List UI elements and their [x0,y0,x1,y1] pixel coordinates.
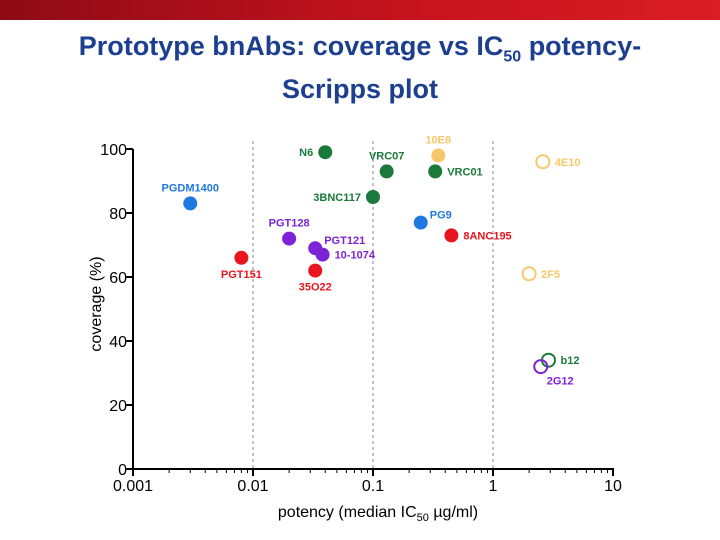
y-tick-label: 100 [100,142,127,159]
data-point-4e10 [535,154,551,170]
data-point-n6 [318,145,333,160]
data-point-8anc195 [444,228,459,243]
data-point-10-1074 [315,247,330,262]
data-label-10e8: 10E8 [425,134,451,146]
y-axis-label: coverage (%) [88,256,105,351]
y-tick-label: 0 [118,462,127,479]
data-label-35o22: 35O22 [299,282,332,294]
data-label-n6: N6 [299,147,313,159]
x-axis-label: potency (median IC50 µg/ml) [278,504,478,524]
x-tick-label: 1 [489,478,498,495]
y-tick-label: 60 [109,270,127,287]
y-tick-label: 20 [109,398,127,415]
title-line1-b: potency- [521,31,642,61]
data-label-b12: b12 [560,355,579,367]
data-label-3bnc117: 3BNC117 [313,192,361,204]
data-label-pgt151: PGT151 [221,269,262,281]
title-line1-a: Prototype bnAbs: coverage vs IC [78,31,504,61]
data-label-pgdm1400: PGDM1400 [162,182,219,194]
data-label-vrc01: VRC01 [447,166,482,178]
data-label-2f5: 2F5 [541,269,560,281]
data-label-pg9: PG9 [430,210,452,222]
x-axis-label-a: potency (median IC [278,504,417,521]
data-point-pgt128 [282,231,297,246]
data-point-pg9 [413,215,428,230]
x-axis-label-b: µg/ml) [429,504,478,521]
labels-layer: N6 VRC07 VRC01 3BNC117 PGDM1400 PG9 PGT128 PGT1… [162,134,581,387]
data-point-2g12 [533,359,549,375]
data-label-2g12: 2G12 [547,376,574,388]
title-subscript: 50 [503,48,522,66]
data-label-pgt121: PGT121 [324,235,365,247]
data-point-10e8 [431,148,446,163]
data-label-vrc07: VRC07 [369,150,404,162]
title-line2: Scripps plot [281,74,438,105]
x-tick-label: 0.01 [237,478,268,495]
data-point-vrc07 [379,164,394,179]
data-label-8anc195: 8ANC195 [463,230,511,242]
data-point-35o22 [308,263,323,278]
data-label-4e10: 4E10 [555,157,581,169]
data-point-vrc01 [428,164,443,179]
data-label-pgt128: PGT128 [269,218,310,230]
data-point-3bnc117 [366,190,380,204]
data-point-pgdm1400 [183,196,198,211]
data-label-10-1074: 10-1074 [335,250,376,262]
data-point-2f5 [521,266,537,282]
y-tick-label: 40 [109,334,127,351]
x-tick-label: 10 [604,478,622,495]
x-tick-label: 0.1 [362,478,384,495]
points-layer [183,145,556,375]
x-axis-label-sub: 50 [417,512,429,524]
header-bar [0,0,720,20]
x-tick-label: 0.001 [113,478,153,495]
slide-title: Prototype bnAbs: coverage vs IC50 potenc… [20,30,700,106]
y-tick-label: 80 [109,206,127,223]
data-point-pgt151 [234,250,249,265]
